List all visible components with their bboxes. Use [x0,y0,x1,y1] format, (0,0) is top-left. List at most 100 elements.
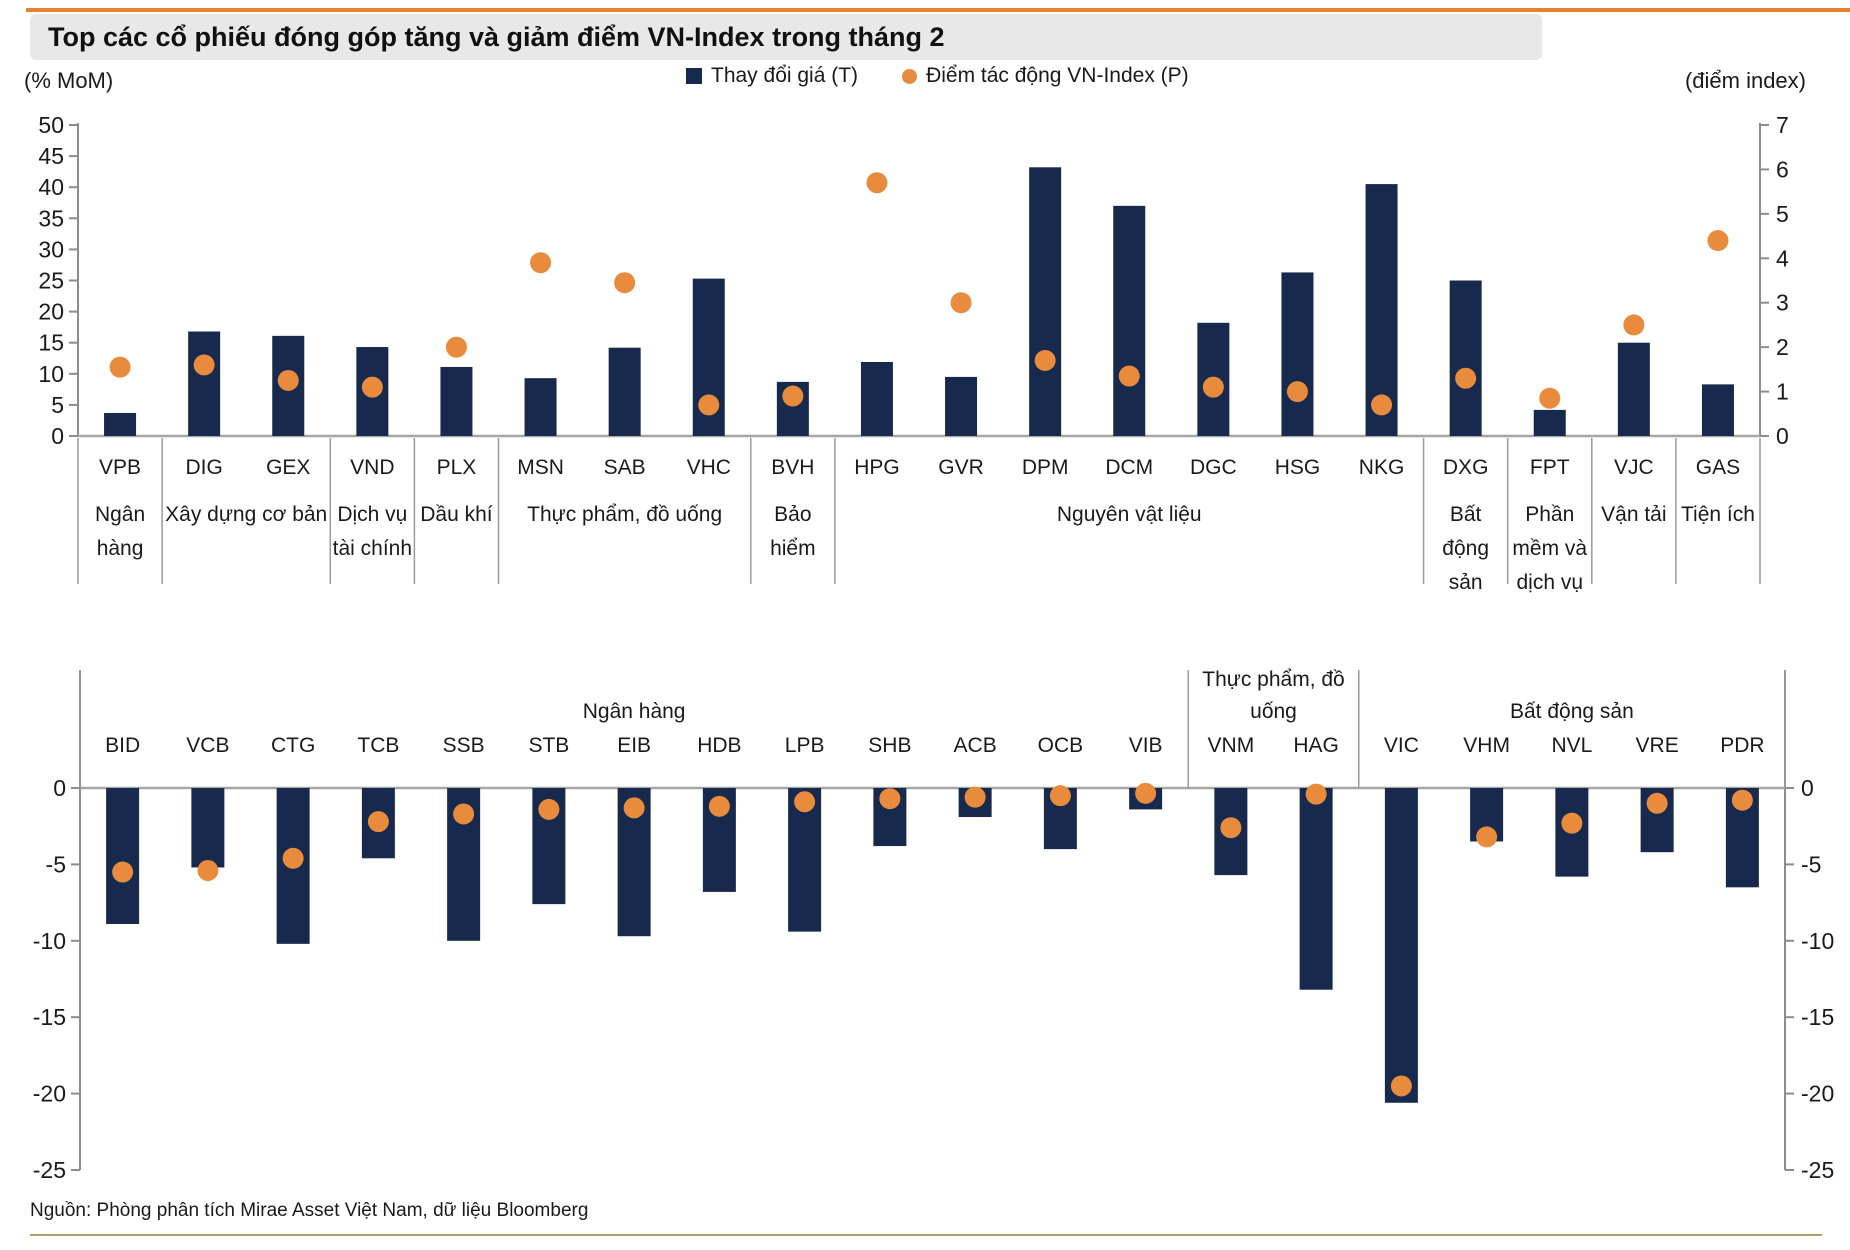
bar-HAG [1299,788,1333,990]
group-label-gainers: hàng [97,537,144,560]
dot-GAS [1707,230,1729,252]
category-label-MSN: MSN [517,456,564,479]
dot-series-marker-icon [902,68,918,84]
bottom-rule-line [30,1234,1822,1236]
dot-PDR [1731,789,1753,811]
category-label-BID: BID [105,734,140,757]
losers-left-tick-label: 0 [53,775,66,801]
dot-VHC [698,394,720,416]
right-axis-unit-label: (điểm index) [1684,68,1806,93]
dot-VNM [1220,817,1242,839]
category-label-VIC: VIC [1384,734,1419,757]
dot-VPB [109,356,131,378]
dot-GEX [277,369,299,391]
gainers-left-tick-label: 40 [38,174,64,200]
dot-DGC [1202,376,1224,398]
category-label-HSG: HSG [1275,456,1321,479]
gainers-right-tick-label: 1 [1776,379,1789,405]
bar-PLX [440,366,473,436]
bar-DPM [1029,167,1062,436]
gainers-left-tick-label: 5 [51,392,64,418]
bar-GVR [945,376,978,436]
gainers-right-tick-label: 6 [1776,156,1789,182]
dot-SSB [453,803,475,825]
dot-VIB [1135,782,1157,804]
group-label-losers: uống [1250,700,1297,723]
dot-VRE [1646,792,1668,814]
category-label-PLX: PLX [437,456,477,479]
dot-DPM [1034,349,1056,371]
dot-TCB [367,811,389,833]
losers-left-tick-label: -10 [33,928,66,954]
left-axis-unit-label: (% MoM) [24,68,114,93]
category-label-VRE: VRE [1636,734,1679,757]
gainers-left-tick-label: 0 [51,423,64,449]
group-label-gainers: hiểm [770,537,816,560]
dot-FPT [1539,387,1561,409]
dot-OCB [1049,785,1071,807]
category-label-GVR: GVR [938,456,984,479]
category-label-VNM: VNM [1208,734,1255,757]
category-label-HAG: HAG [1293,734,1339,757]
bar-SAB [608,347,641,436]
category-label-HPG: HPG [854,456,900,479]
dot-HSG [1286,381,1308,403]
dot-BVH [782,385,804,407]
category-label-LPB: LPB [785,734,825,757]
bar-HSG [1281,272,1314,436]
dot-GVR [950,292,972,314]
bar-series-marker-icon [686,68,702,84]
bar-NKG [1365,184,1398,436]
category-label-DPM: DPM [1022,456,1069,479]
dot-EIB [623,797,645,819]
gainers-left-tick-label: 25 [38,268,64,294]
bar-VIC [1384,788,1418,1103]
dot-STB [538,798,560,820]
category-label-CTG: CTG [271,734,315,757]
group-label-gainers: Vận tải [1601,503,1666,526]
dot-DCM [1118,365,1140,387]
bar-VCB [191,788,225,868]
category-label-DIG: DIG [185,456,222,479]
category-label-VJC: VJC [1614,456,1654,479]
group-label-gainers: mềm và [1512,537,1587,560]
category-label-VND: VND [350,456,394,479]
category-label-SAB: SAB [604,456,646,479]
bar-DCM [1113,205,1146,436]
losers-left-tick-label: -15 [33,1004,66,1030]
group-label-losers: Ngân hàng [583,700,686,723]
legend-item-price-change: Thay đổi giá (T) [686,64,858,88]
bar-GAS [1701,384,1734,436]
category-label-VCB: VCB [186,734,229,757]
bar-HPG [860,361,893,436]
group-label-gainers: Dịch vụ [337,503,407,526]
gainers-right-tick-label: 2 [1776,334,1789,360]
gainers-left-tick-label: 15 [38,330,64,356]
dot-BID [112,861,134,883]
dot-DXG [1455,367,1477,389]
category-label-VPB: VPB [99,456,141,479]
page-title: Top các cổ phiếu đóng góp tăng và giảm đ… [48,21,945,52]
category-label-STB: STB [528,734,569,757]
dot-VND [361,376,383,398]
losers-left-tick-label: -25 [33,1157,66,1183]
gainers-left-tick-label: 20 [38,299,64,325]
group-label-gainers: dịch vụ [1516,571,1583,594]
category-label-VHC: VHC [687,456,731,479]
group-label-gainers: Tiện ích [1681,503,1755,526]
category-label-GEX: GEX [266,456,310,479]
category-label-SSB: SSB [443,734,485,757]
group-label-gainers: động [1442,537,1489,560]
group-label-losers: Bất động sản [1510,700,1634,723]
group-label-gainers: Phần [1525,503,1574,526]
gainers-left-tick-label: 50 [38,112,64,138]
losers-right-tick-label: -15 [1801,1004,1834,1030]
dot-SHB [879,788,901,810]
group-label-gainers: Thực phẩm, đồ uống [527,503,722,526]
category-label-ACB: ACB [954,734,997,757]
bar-DIG [188,331,221,436]
gainers-right-tick-label: 3 [1776,290,1789,316]
category-label-DCM: DCM [1105,456,1153,479]
dot-CTG [282,847,304,869]
